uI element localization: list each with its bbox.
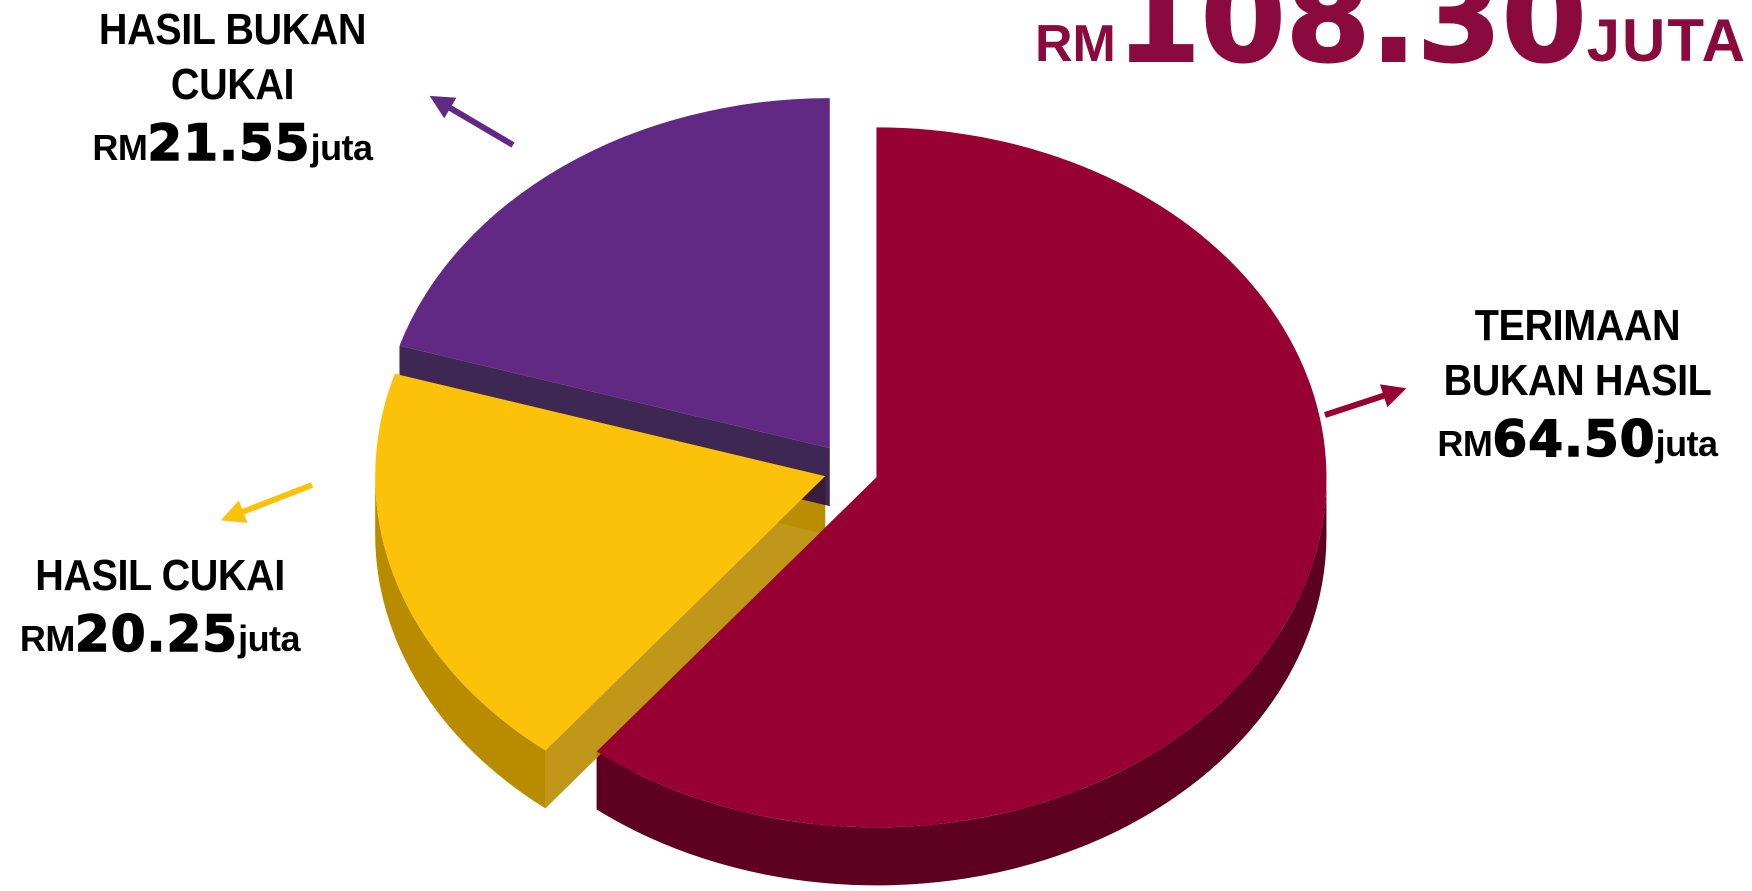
label-currency: RM <box>19 618 76 659</box>
label-unit: juta <box>310 127 374 168</box>
slice-terimaan-bukan-hasil <box>596 127 1327 828</box>
label-name-line: HASIL CUKAI <box>35 551 285 600</box>
pie-tops <box>375 98 1327 828</box>
label-name-line: TERIMAAN <box>1474 301 1681 350</box>
slice-side-hasil-cukai <box>375 476 546 809</box>
slice-cut-hasil-cukai <box>545 476 826 809</box>
leader-arrow-hasil-cukai <box>220 482 314 523</box>
label-name-line: CUKAI <box>170 60 295 109</box>
label-currency: RM <box>1437 423 1493 464</box>
total-currency: RM <box>1035 15 1116 73</box>
slice-side-terimaan-bukan-hasil <box>596 477 1327 886</box>
total-unit: JUTA <box>1586 7 1747 74</box>
total-number: 108.30 <box>1115 0 1588 91</box>
leader-arrow-hasil-bukan-cukai <box>429 95 515 148</box>
label-hasil-cukai: HASIL CUKAI RM20.25juta <box>0 548 320 666</box>
label-number: 20.25 <box>74 604 239 664</box>
slice-hasil-bukan-cukai <box>399 98 830 449</box>
label-value: RM64.50juta <box>1405 408 1750 471</box>
label-value: RM21.55juta <box>40 112 425 175</box>
label-name-line: HASIL BUKAN <box>98 5 367 54</box>
label-hasil-bukan-cukai: HASIL BUKAN CUKAI RM21.55juta <box>40 2 425 175</box>
leader-arrow-terimaan-bukan-hasil <box>1324 384 1407 418</box>
label-value: RM20.25juta <box>0 603 320 666</box>
label-name-line: BUKAN HASIL <box>1443 356 1712 405</box>
label-unit: juta <box>238 618 301 659</box>
label-unit: juta <box>1655 423 1719 464</box>
label-number: 64.50 <box>1492 409 1656 469</box>
label-currency: RM <box>92 127 148 168</box>
label-terimaan-bukan-hasil: TERIMAAN BUKAN HASIL RM64.50juta <box>1405 298 1750 471</box>
slice-hasil-cukai <box>375 373 826 751</box>
label-number: 21.55 <box>147 113 311 173</box>
total-value: RM108.30JUTA <box>1035 0 1747 91</box>
